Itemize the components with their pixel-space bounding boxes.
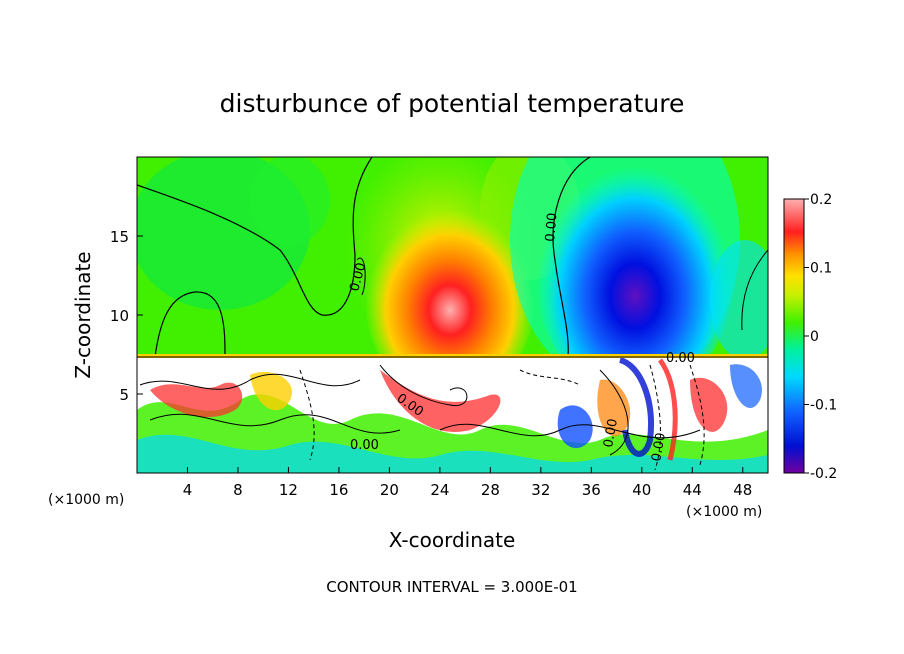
colorbar-tick-label: -0.2 [810,466,837,482]
x-tick-label: 44 [683,481,702,499]
x-unit-label-right: (×1000 m) [686,504,762,520]
colorbar-tick-label: 0.2 [810,192,832,208]
chart-title: disturbunce of potential temperature [220,89,685,118]
contour-interval-note: CONTOUR INTERVAL = 3.000E-01 [326,578,577,596]
upper-field [137,157,768,357]
x-tick-label: 40 [632,481,651,499]
x-tick-label: 4 [183,481,193,499]
contour-label: 0.00 [601,418,621,449]
x-tick-label: 48 [733,481,752,499]
x-axis: 4 8 12 16 20 24 28 32 36 40 44 48 [183,467,752,499]
x-unit-label-left: (×1000 m) [48,492,124,508]
x-tick-label: 20 [380,481,399,499]
colorbar [783,198,805,474]
colorbar-tick-label: -0.1 [810,398,837,414]
lower-field [137,356,768,473]
y-tick-label: 15 [110,228,129,246]
x-tick-label: 28 [481,481,500,499]
contour-label: 0.00 [347,261,369,293]
contour-label: 0.00 [649,432,669,463]
colorbar-ticks: 0.2 0.1 0 -0.1 -0.2 [804,192,837,482]
contour-label: 0.00 [543,212,560,242]
x-tick-label: 8 [233,481,243,499]
contour-label: 0.00 [350,438,379,453]
y-tick-label: 5 [119,386,129,404]
x-tick-label: 16 [329,481,348,499]
x-tick-label: 36 [582,481,601,499]
x-tick-label: 12 [279,481,298,499]
colorbar-tick-label: 0 [810,329,819,345]
y-axis: 5 10 15 [110,228,143,404]
x-tick-label: 24 [430,481,449,499]
y-axis-label: Z-coordinate [71,251,95,378]
contour-label: 0.00 [666,351,695,366]
y-tick-label: 10 [110,307,129,325]
colorbar-tick-label: 0.1 [810,261,832,277]
x-axis-label: X-coordinate [389,528,516,552]
x-tick-label: 32 [531,481,550,499]
plot-area [137,157,768,473]
